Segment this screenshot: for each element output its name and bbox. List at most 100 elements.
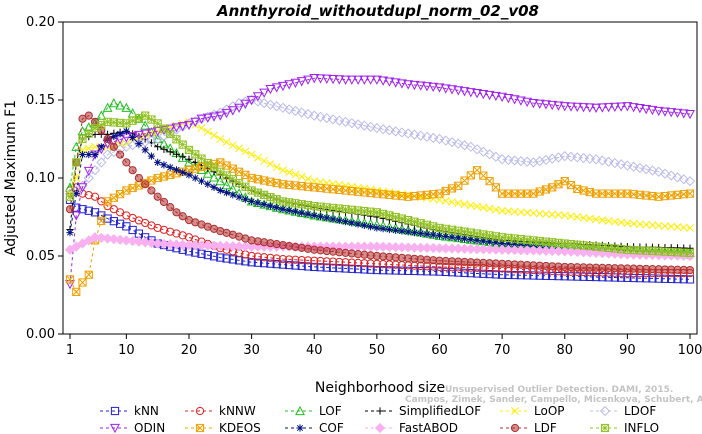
legend-marker <box>510 423 520 433</box>
data-point <box>642 274 651 283</box>
data-point <box>341 218 350 226</box>
data-point <box>259 88 270 98</box>
data-point <box>654 192 663 201</box>
data-point <box>147 186 156 195</box>
data-point <box>459 140 470 151</box>
data-point <box>353 265 363 274</box>
data-point <box>565 151 577 162</box>
data-point-star <box>573 240 582 249</box>
data-point <box>472 166 482 175</box>
data-point <box>235 193 243 201</box>
data-point-star <box>429 222 438 231</box>
data-point <box>660 274 670 283</box>
data-point <box>78 205 87 214</box>
data-point <box>548 210 557 219</box>
data-point-star <box>567 240 575 249</box>
data-point <box>71 141 82 151</box>
data-point <box>140 120 151 130</box>
data-point <box>479 171 488 180</box>
data-point <box>197 177 206 185</box>
data-point <box>541 271 551 280</box>
data-point <box>228 255 237 264</box>
data-point-star <box>398 214 406 223</box>
data-point <box>523 189 532 198</box>
data-point <box>277 102 289 113</box>
data-point-star <box>109 118 118 127</box>
data-point <box>222 138 231 147</box>
data-point <box>604 273 613 282</box>
data-point <box>553 101 564 111</box>
data-point <box>554 211 563 219</box>
watermark-line-2: Campos, Zimek, Sander, Campello, Micenko… <box>405 395 702 405</box>
data-point <box>385 225 393 234</box>
data-point <box>335 257 344 267</box>
data-point <box>648 274 657 283</box>
x-tick-label: 60 <box>431 343 448 358</box>
data-point-star <box>103 117 112 126</box>
data-point <box>116 219 125 228</box>
data-point <box>271 83 282 93</box>
data-point <box>65 205 75 214</box>
data-point <box>417 229 425 237</box>
data-point <box>77 180 88 191</box>
data-point <box>622 160 633 171</box>
data-point <box>371 75 382 85</box>
data-point <box>673 274 682 284</box>
data-point-star <box>560 239 569 248</box>
legend-marker <box>195 423 205 433</box>
data-point <box>516 271 526 280</box>
data-point <box>359 75 370 85</box>
data-point <box>177 122 188 132</box>
data-point <box>490 91 501 102</box>
data-point <box>666 170 677 181</box>
series-layer <box>64 74 696 296</box>
data-point <box>84 111 93 120</box>
data-point <box>547 100 558 111</box>
data-point <box>659 168 671 179</box>
data-point <box>616 159 627 170</box>
data-point <box>604 189 613 198</box>
data-point-star <box>542 237 550 246</box>
data-point <box>617 189 626 198</box>
data-point <box>297 182 306 191</box>
data-point <box>298 209 306 217</box>
data-point <box>379 266 388 275</box>
data-point <box>497 154 508 165</box>
data-point-star <box>122 119 131 128</box>
legend-item: INFLO <box>590 421 659 434</box>
data-point <box>429 190 438 199</box>
data-point <box>240 99 251 110</box>
data-point <box>166 227 175 236</box>
data-point <box>654 274 663 283</box>
legend-item: KDEOS <box>185 421 261 434</box>
x-tick-label: 1 <box>66 343 74 358</box>
data-point <box>166 163 174 171</box>
data-point-star <box>460 227 469 236</box>
data-point-star <box>510 234 519 243</box>
data-point <box>429 267 438 276</box>
data-point <box>166 203 175 212</box>
data-point <box>247 258 256 267</box>
data-point-star <box>535 237 544 245</box>
data-point <box>653 166 664 177</box>
data-point <box>648 221 657 230</box>
data-point <box>140 237 151 248</box>
data-point <box>609 102 620 113</box>
data-point <box>422 190 432 199</box>
data-point <box>153 192 162 201</box>
data-point <box>122 158 131 167</box>
data-point <box>266 259 275 268</box>
data-point <box>466 201 475 210</box>
data-point <box>523 271 532 280</box>
data-point <box>598 189 607 198</box>
data-point <box>335 216 343 225</box>
data-point-star <box>642 246 651 255</box>
data-point-star <box>686 248 694 257</box>
legend-label: ODIN <box>134 421 165 434</box>
data-point <box>141 146 149 154</box>
data-point <box>321 112 332 124</box>
data-point <box>440 135 451 146</box>
data-point <box>421 131 433 142</box>
data-point <box>473 236 481 244</box>
